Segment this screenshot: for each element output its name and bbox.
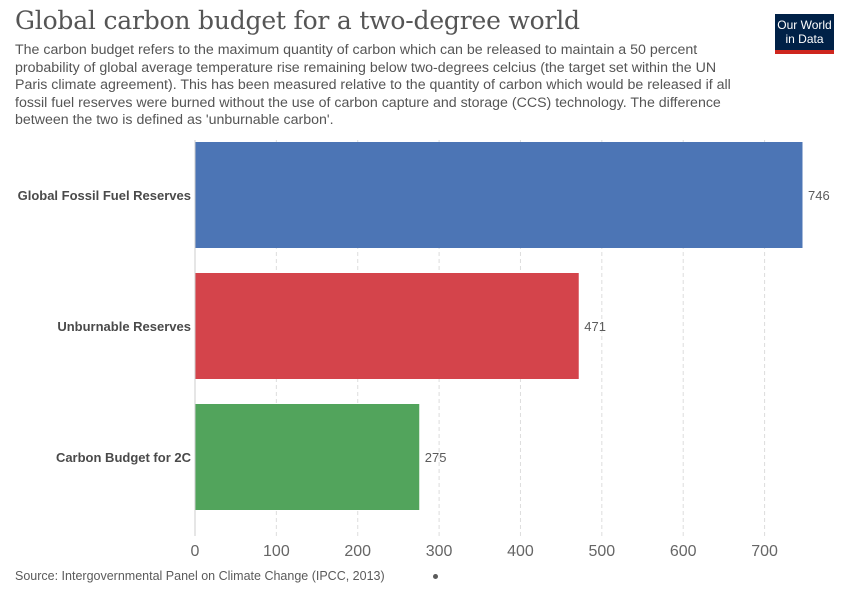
category-label: Carbon Budget for 2C	[56, 450, 192, 465]
x-tick-label: 600	[670, 543, 697, 560]
x-tick-label: 300	[426, 543, 453, 560]
logo-line-2: in Data	[785, 32, 824, 46]
bar	[195, 404, 420, 510]
footer-dot	[433, 574, 438, 579]
x-tick-label: 500	[588, 543, 615, 560]
x-tick-label: 700	[751, 543, 778, 560]
x-tick-label: 0	[191, 543, 200, 560]
value-label: 471	[584, 319, 606, 334]
x-tick-label: 400	[507, 543, 534, 560]
x-tick-label: 100	[263, 543, 290, 560]
category-label: Unburnable Reserves	[57, 319, 191, 334]
bar	[195, 142, 803, 248]
chart-subtitle: The carbon budget refers to the maximum …	[15, 42, 731, 129]
category-label: Global Fossil Fuel Reserves	[18, 188, 191, 203]
source-note: Source: Intergovernmental Panel on Clima…	[15, 569, 385, 583]
chart-title: Global carbon budget for a two-degree wo…	[15, 6, 580, 35]
bar	[195, 273, 579, 379]
owid-logo[interactable]: Our World in Data	[775, 14, 834, 54]
value-label: 746	[808, 188, 830, 203]
x-tick-label: 200	[344, 543, 371, 560]
value-label: 275	[425, 450, 447, 465]
logo-line-1: Our World	[777, 18, 832, 32]
